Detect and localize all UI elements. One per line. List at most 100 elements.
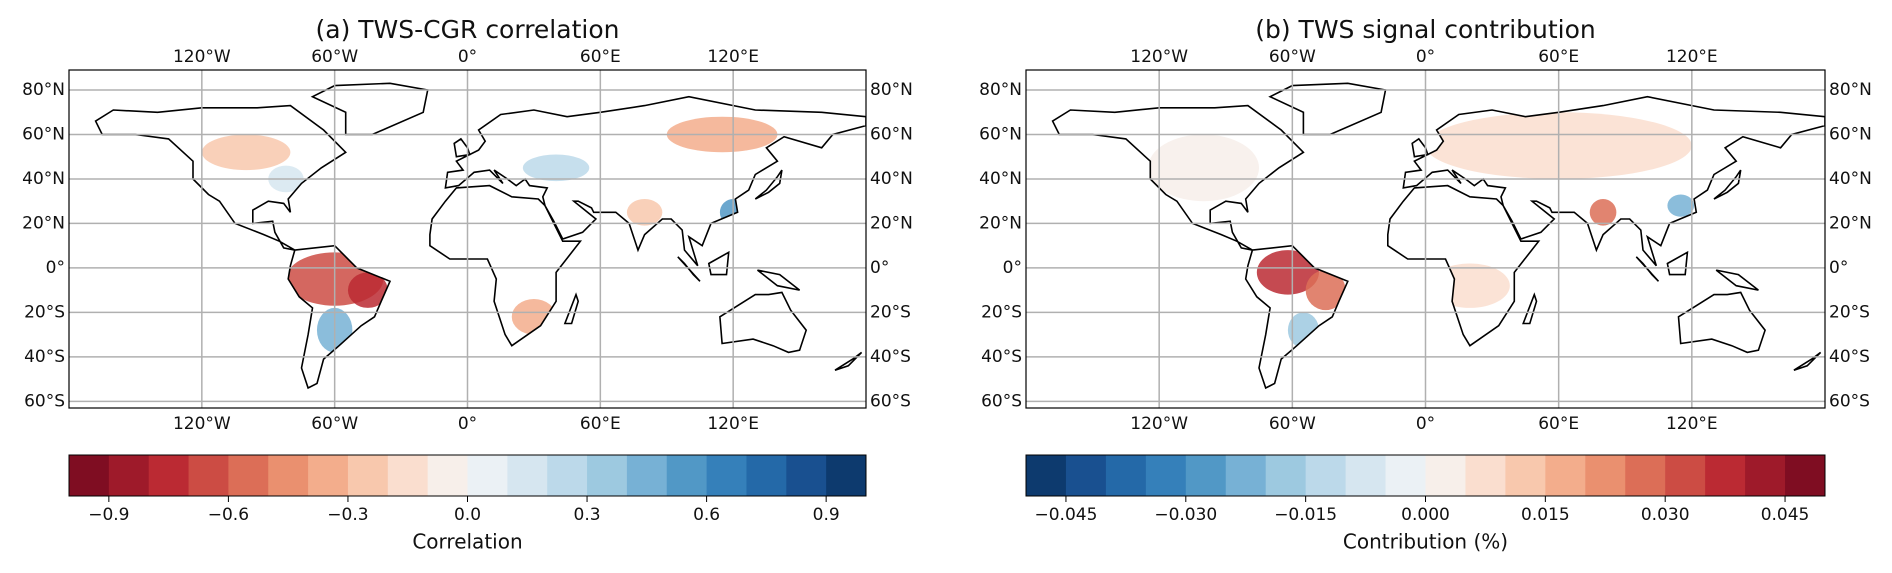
colorbar-swatch xyxy=(69,455,110,496)
y-tick-label: 20°S xyxy=(24,302,65,322)
y-tick-label: 20°N xyxy=(1829,213,1872,233)
y-tick-label: 40°N xyxy=(870,169,913,189)
shading-patch xyxy=(1429,263,1510,308)
x-tick-label: 120°W xyxy=(1130,414,1188,434)
colorbar-swatch xyxy=(1345,455,1387,496)
colorbar-tick-label: −0.9 xyxy=(88,505,129,525)
y-tick-label: 60°N xyxy=(22,124,65,144)
colorbar-swatch xyxy=(626,455,668,496)
y-tick-label: 60°S xyxy=(981,391,1022,411)
colorbar-swatch xyxy=(1745,455,1786,496)
colorbar-tick-label: 0.045 xyxy=(1761,505,1810,525)
y-tick-label: 40°S xyxy=(24,347,65,367)
x-tick-label: 120°W xyxy=(173,47,231,67)
land xyxy=(95,83,866,388)
y-tick-label: 40°S xyxy=(1829,347,1870,367)
x-tick-label: 120°E xyxy=(1666,47,1718,67)
colorbar-swatch xyxy=(1225,455,1267,496)
map-area xyxy=(1051,82,1825,390)
colorbar-swatch xyxy=(228,455,269,496)
colorbar-swatch xyxy=(1625,455,1666,496)
colorbar-tick-label: 0.0 xyxy=(454,505,481,525)
colorbar-tick-label: 0.030 xyxy=(1641,505,1690,525)
x-tick-label: 120°W xyxy=(1130,47,1188,67)
y-tick-label: 40°N xyxy=(979,169,1022,189)
colorbar-swatch xyxy=(1105,455,1147,496)
y-tick-label: 60°S xyxy=(870,391,911,411)
x-tick-label: 60°E xyxy=(1538,47,1579,67)
colorbar-swatch xyxy=(786,455,827,496)
x-tick-label: 60°E xyxy=(580,414,621,434)
shading-patch xyxy=(511,299,557,335)
y-tick-label: 0° xyxy=(870,258,889,278)
colorbar-swatch xyxy=(1505,455,1546,496)
y-tick-label: 20°N xyxy=(979,213,1022,233)
colorbar-swatch xyxy=(1545,455,1586,496)
map-frame xyxy=(68,69,867,409)
colorbar-swatch xyxy=(1465,455,1506,496)
shading-patch xyxy=(347,272,388,308)
x-tick-label: 0° xyxy=(1416,414,1435,434)
colorbar-tick-label: 0.000 xyxy=(1401,505,1450,525)
y-tick-label: 80°N xyxy=(870,80,913,100)
colorbar-swatch xyxy=(387,455,429,496)
y-tick-label: 80°N xyxy=(979,80,1022,100)
y-tick-label: 0° xyxy=(1829,258,1848,278)
colorbar-swatch xyxy=(1145,455,1187,496)
colorbar-tick-label: 0.3 xyxy=(574,505,601,525)
colorbar-swatch xyxy=(587,455,628,496)
colorbar-swatch xyxy=(427,455,468,496)
y-tick-label: 40°S xyxy=(870,347,911,367)
y-tick-label: 0° xyxy=(46,258,65,278)
y-tick-label: 60°S xyxy=(24,391,65,411)
y-tick-label: 80°N xyxy=(1829,80,1872,100)
y-tick-label: 60°N xyxy=(1829,124,1872,144)
colorbar-swatch xyxy=(1026,455,1067,496)
colorbar-swatch xyxy=(1265,455,1307,496)
colorbar-tick-label: −0.030 xyxy=(1154,505,1217,525)
y-tick-label: 20°S xyxy=(1829,302,1870,322)
colorbar-swatch xyxy=(1425,455,1466,496)
map-area xyxy=(94,82,866,390)
x-tick-label: 60°W xyxy=(311,414,358,434)
y-tick-label: 20°N xyxy=(22,213,65,233)
colorbar-swatch xyxy=(188,455,229,496)
shading-patch xyxy=(1589,198,1617,226)
shading-patch xyxy=(626,198,663,226)
x-tick-label: 60°W xyxy=(1269,47,1316,67)
y-tick-label: 60°S xyxy=(1829,391,1870,411)
colorbar-swatch xyxy=(108,455,150,496)
y-tick-label: 60°N xyxy=(979,124,1022,144)
y-tick-label: 40°S xyxy=(981,347,1022,367)
colorbar-swatch xyxy=(148,455,190,496)
x-tick-label: 60°E xyxy=(580,47,621,67)
colorbar-tick-label: −0.3 xyxy=(327,505,368,525)
y-tick-label: 0° xyxy=(1003,258,1022,278)
x-tick-label: 120°E xyxy=(707,414,759,434)
colorbar-swatch xyxy=(706,455,747,496)
y-tick-label: 40°N xyxy=(1829,169,1872,189)
colorbar-label: Contribution (%) xyxy=(1343,530,1508,554)
y-tick-label: 20°N xyxy=(870,213,913,233)
colorbar-swatch xyxy=(1385,455,1426,496)
colorbar-swatch xyxy=(1305,455,1347,496)
colorbar-tick-label: 0.9 xyxy=(813,505,840,525)
shading-patch xyxy=(1667,194,1695,217)
colorbar-swatch xyxy=(347,455,389,496)
x-tick-label: 0° xyxy=(458,414,477,434)
x-tick-label: 60°E xyxy=(1538,414,1579,434)
x-tick-label: 120°E xyxy=(707,47,759,67)
shading-patch xyxy=(201,134,291,171)
colorbar-swatch xyxy=(1705,455,1746,496)
y-tick-label: 20°S xyxy=(870,302,911,322)
colorbar-tick-label: 0.015 xyxy=(1521,505,1570,525)
x-tick-label: 120°W xyxy=(173,414,231,434)
colorbar-swatch xyxy=(1665,455,1706,496)
x-tick-label: 0° xyxy=(458,47,477,67)
colorbar-swatch xyxy=(467,455,508,496)
y-tick-label: 40°N xyxy=(22,169,65,189)
colorbar-swatch xyxy=(1585,455,1626,496)
colorbar-tick-label: −0.015 xyxy=(1274,505,1337,525)
colorbar-swatch xyxy=(507,455,548,496)
